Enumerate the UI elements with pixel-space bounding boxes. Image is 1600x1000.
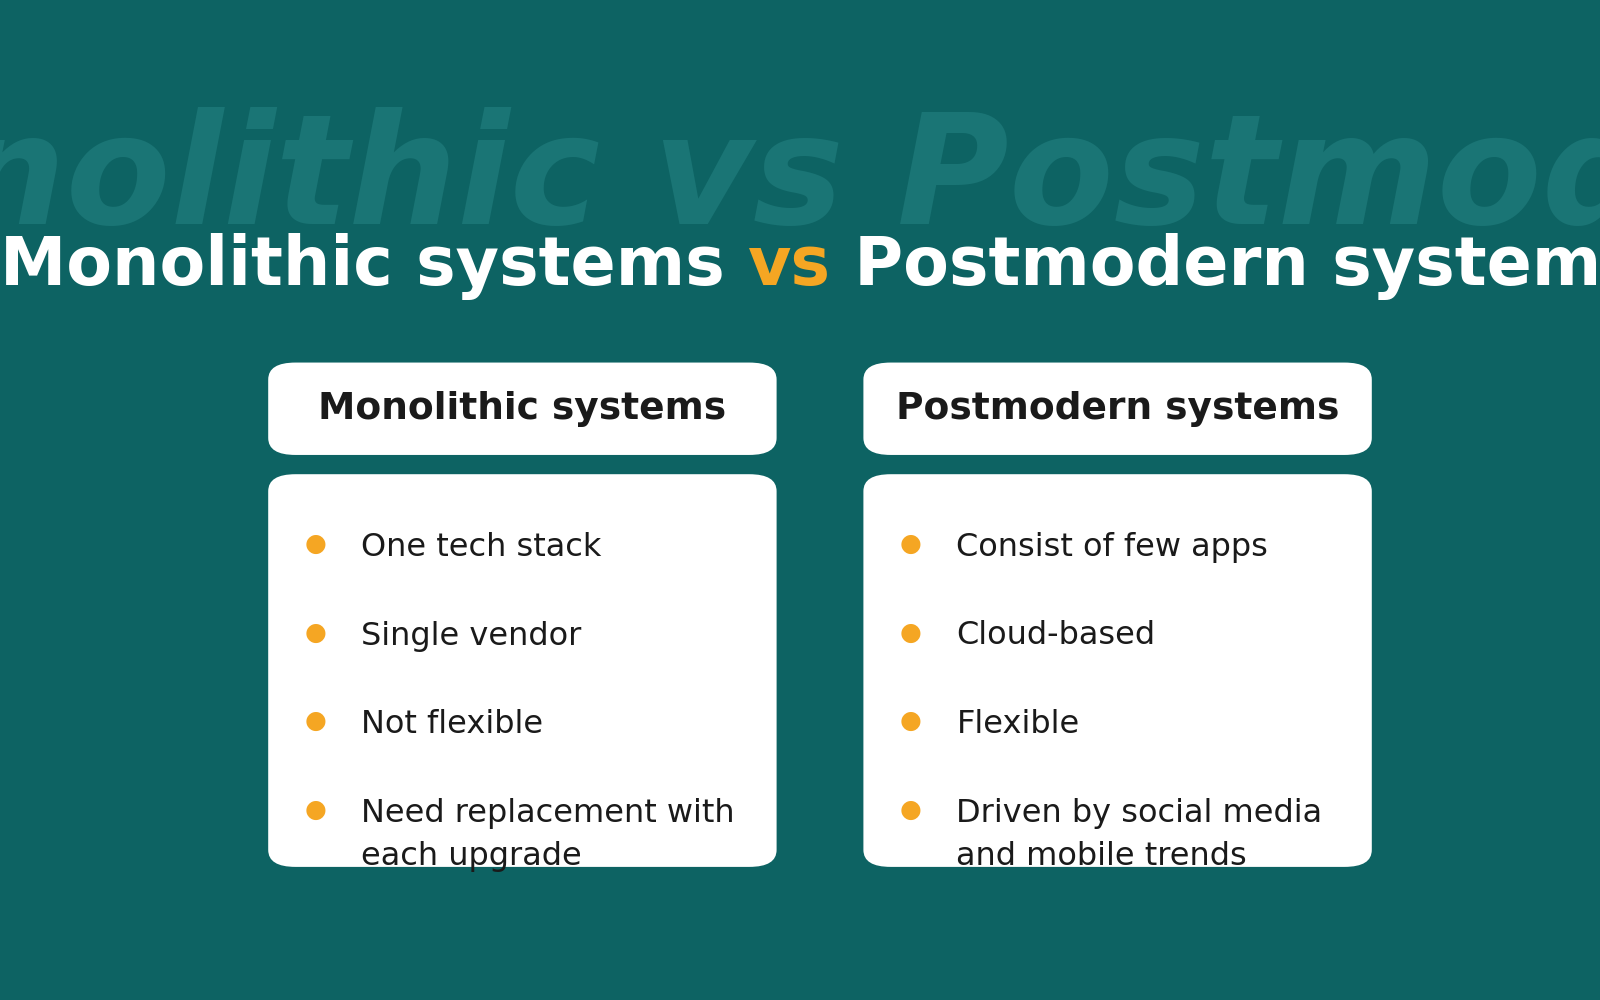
- Text: vs: vs: [747, 233, 830, 299]
- Text: ●: ●: [304, 709, 326, 733]
- Text: Need replacement with
each upgrade: Need replacement with each upgrade: [362, 798, 734, 872]
- Text: ●: ●: [899, 709, 922, 733]
- Text: Consist of few apps: Consist of few apps: [957, 532, 1269, 563]
- Text: ●: ●: [304, 798, 326, 822]
- Text: Driven by social media
and mobile trends: Driven by social media and mobile trends: [957, 798, 1323, 872]
- Text: ●: ●: [304, 532, 326, 556]
- Text: ●: ●: [304, 620, 326, 645]
- FancyBboxPatch shape: [269, 474, 776, 867]
- Text: Not flexible: Not flexible: [362, 709, 544, 740]
- Text: Postmodern systems: Postmodern systems: [896, 391, 1339, 427]
- FancyBboxPatch shape: [269, 363, 776, 455]
- Text: ●: ●: [899, 532, 922, 556]
- Text: Monolithic systems: Monolithic systems: [0, 233, 747, 300]
- Text: ●: ●: [899, 798, 922, 822]
- Text: Monolithic vs Postmodern: Monolithic vs Postmodern: [0, 107, 1600, 256]
- FancyBboxPatch shape: [864, 474, 1371, 867]
- FancyBboxPatch shape: [864, 363, 1371, 455]
- Text: One tech stack: One tech stack: [362, 532, 602, 563]
- Text: Postmodern systems: Postmodern systems: [830, 233, 1600, 300]
- Text: ●: ●: [899, 620, 922, 645]
- Text: Cloud-based: Cloud-based: [957, 620, 1155, 652]
- Text: Monolithic systems: Monolithic systems: [318, 391, 726, 427]
- Text: Single vendor: Single vendor: [362, 620, 581, 652]
- Text: Flexible: Flexible: [957, 709, 1080, 740]
